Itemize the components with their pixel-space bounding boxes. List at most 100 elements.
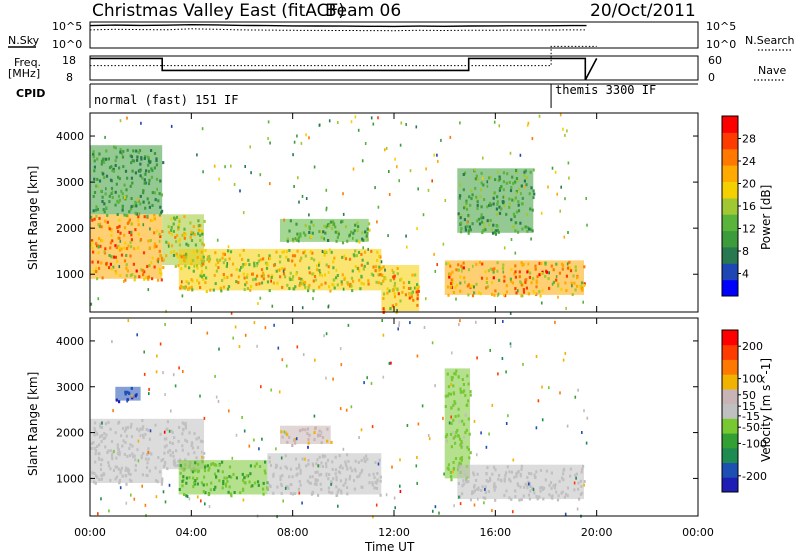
echo-cell bbox=[515, 221, 518, 225]
echo-cell bbox=[178, 425, 181, 429]
echo-cell bbox=[510, 470, 514, 474]
echo-cell bbox=[165, 437, 168, 441]
echo-cell bbox=[214, 263, 218, 267]
echo-cell bbox=[464, 431, 467, 435]
echo-cell bbox=[395, 303, 398, 306]
echo-cell bbox=[279, 478, 282, 481]
time-tick-label: 12:00 bbox=[378, 526, 410, 539]
echo-cell bbox=[170, 250, 173, 254]
echo-cell bbox=[530, 281, 533, 285]
echo-cell bbox=[103, 472, 106, 476]
echo-cell bbox=[98, 179, 102, 183]
echo-cell bbox=[128, 230, 131, 234]
echo-cell bbox=[263, 469, 266, 473]
echo-cell bbox=[204, 281, 207, 285]
echo-scatter bbox=[582, 300, 584, 304]
echo-cell bbox=[237, 281, 240, 285]
echo-cell bbox=[471, 492, 474, 496]
echo-cell bbox=[181, 484, 184, 488]
echo-cell bbox=[269, 463, 273, 467]
echo-cell bbox=[213, 472, 217, 476]
echo-cell bbox=[111, 169, 114, 173]
echo-cell bbox=[124, 278, 127, 282]
echo-cell bbox=[514, 287, 517, 291]
echo-cell bbox=[130, 422, 133, 426]
echo-cell bbox=[506, 172, 509, 176]
echo-cell bbox=[457, 212, 460, 216]
echo-scatter bbox=[124, 196, 126, 200]
echo-cell bbox=[197, 462, 200, 466]
echo-cell bbox=[465, 201, 468, 205]
echo-cell bbox=[496, 269, 499, 273]
echo-scatter bbox=[147, 288, 150, 292]
echo-cell bbox=[241, 258, 244, 261]
echo-scatter bbox=[302, 353, 305, 357]
echo-cell bbox=[155, 163, 158, 167]
echo-cell bbox=[99, 425, 102, 429]
echo-cell bbox=[175, 252, 178, 256]
echo-cell bbox=[262, 277, 265, 281]
echo-cell bbox=[153, 231, 156, 235]
colorbar-tick-label: 200 bbox=[742, 340, 763, 353]
echo-cell bbox=[494, 229, 497, 233]
colorbar-swatch bbox=[722, 132, 738, 150]
echo-cell bbox=[526, 229, 529, 233]
echo-cell bbox=[125, 254, 128, 257]
echo-cell bbox=[476, 472, 479, 476]
echo-cell bbox=[188, 286, 191, 290]
colorbar-swatch bbox=[722, 197, 738, 215]
echo-cell bbox=[509, 277, 512, 281]
echo-cell bbox=[450, 406, 453, 410]
echo-cell bbox=[155, 177, 159, 181]
echo-scatter bbox=[257, 302, 259, 305]
echo-cell bbox=[245, 275, 249, 279]
echo-cell bbox=[189, 221, 192, 225]
echo-cell bbox=[158, 249, 161, 253]
echo-cell bbox=[110, 440, 114, 443]
echo-cell bbox=[408, 280, 411, 284]
echo-cell bbox=[185, 476, 188, 480]
echo-cell bbox=[522, 494, 525, 498]
echo-cell bbox=[107, 449, 110, 453]
echo-cell bbox=[258, 282, 261, 286]
echo-cell bbox=[156, 229, 159, 233]
echo-scatter bbox=[509, 151, 512, 155]
echo-cell bbox=[534, 292, 537, 296]
echo-cell bbox=[90, 446, 93, 450]
echo-cell bbox=[102, 157, 105, 161]
echo-cell bbox=[159, 432, 162, 436]
echo-cell bbox=[529, 489, 532, 493]
echo-cell bbox=[531, 277, 535, 280]
echo-cell bbox=[324, 281, 327, 285]
echo-scatter bbox=[90, 302, 93, 306]
echo-cell bbox=[476, 207, 479, 210]
echo-scatter bbox=[491, 509, 493, 513]
echo-cell bbox=[576, 284, 579, 288]
echo-cell bbox=[463, 276, 466, 280]
echo-cell bbox=[183, 227, 186, 231]
echo-cell bbox=[332, 223, 335, 227]
echo-cell bbox=[464, 205, 467, 209]
echo-cell bbox=[448, 275, 451, 279]
echo-cell bbox=[487, 269, 490, 273]
echo-cell bbox=[298, 463, 301, 467]
power-colorbar-label: Power [dB] bbox=[759, 185, 773, 250]
echo-cell bbox=[126, 390, 129, 394]
echo-cell bbox=[452, 431, 455, 435]
time-tick-label: 08:00 bbox=[277, 526, 309, 539]
echo-scatter bbox=[535, 355, 538, 358]
echo-cell bbox=[107, 157, 110, 161]
echo-scatter bbox=[162, 490, 165, 494]
echo-scatter bbox=[428, 437, 431, 441]
echo-scatter bbox=[158, 239, 161, 243]
echo-cell bbox=[525, 286, 528, 290]
echo-cell bbox=[346, 239, 349, 243]
time-x-ticks: 00:00 04:00 08:00 12:00 16:00 20:00 00:00 bbox=[74, 113, 714, 539]
echo-scatter bbox=[156, 354, 158, 358]
echo-cell bbox=[332, 266, 335, 270]
echo-cell bbox=[450, 422, 453, 425]
echo-cell bbox=[100, 477, 103, 481]
echo-cell bbox=[311, 231, 314, 235]
echo-cell bbox=[464, 228, 467, 232]
